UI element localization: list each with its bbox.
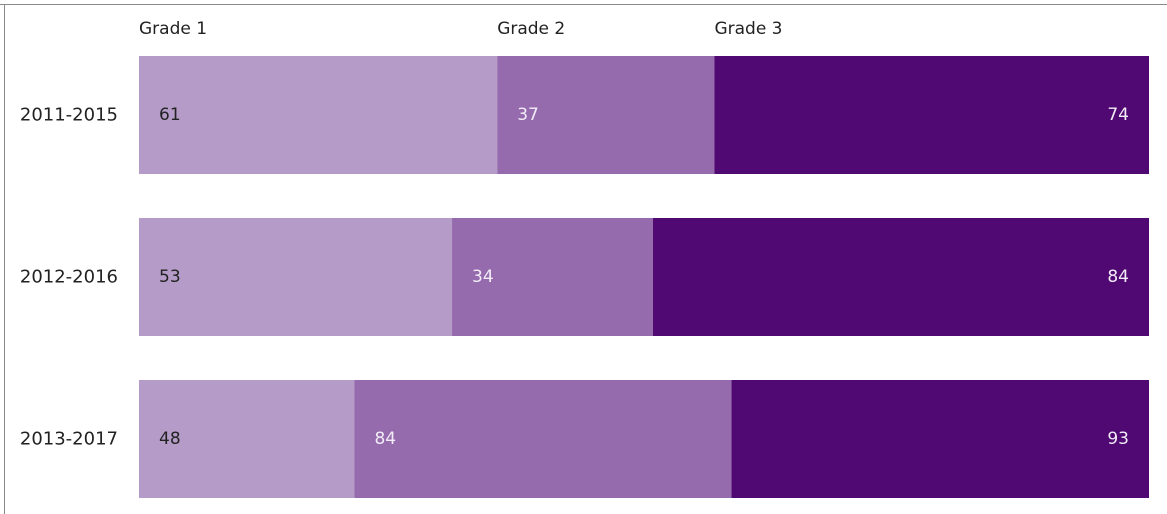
bar-segment-grade-2: [452, 218, 653, 336]
bar-segment-grade-2: [497, 56, 715, 174]
bar-segment-grade-1: [139, 218, 453, 336]
category-axis: 2011-2015 2012-2016 2013-2017: [20, 105, 118, 450]
legend-label: Grade 3: [714, 19, 782, 39]
chart-frame: [0, 4, 1167, 514]
category-label: 2013-2017: [20, 429, 118, 450]
value-label-grade-2: 84: [374, 429, 396, 449]
value-label-grade-2: 34: [472, 267, 494, 287]
bar-segment-grade-3: [731, 380, 1149, 498]
legend-label: Grade 1: [139, 19, 207, 39]
value-label-grade-3: 84: [1107, 267, 1129, 287]
category-label: 2011-2015: [20, 105, 118, 126]
bar-segment-grade-1: [139, 380, 355, 498]
bar-segment-grade-3: [652, 218, 1149, 336]
chart-legend: Grade 1 Grade 2 Grade 3: [139, 19, 783, 39]
bar-segment-grade-2: [354, 380, 732, 498]
value-label-grade-2: 37: [517, 105, 539, 125]
category-label: 2012-2016: [20, 267, 118, 288]
value-label-grade-1: 48: [159, 429, 181, 449]
bar-area: 61 37 74 53 34 84 48 84 93: [139, 56, 1149, 498]
bar-segment-grade-3: [714, 56, 1149, 174]
value-label-grade-1: 61: [159, 105, 181, 125]
value-label-grade-1: 53: [159, 267, 181, 287]
value-label-grade-3: 74: [1107, 105, 1129, 125]
value-label-grade-3: 93: [1107, 429, 1129, 449]
legend-label: Grade 2: [497, 19, 565, 39]
bar-segment-grade-1: [139, 56, 498, 174]
